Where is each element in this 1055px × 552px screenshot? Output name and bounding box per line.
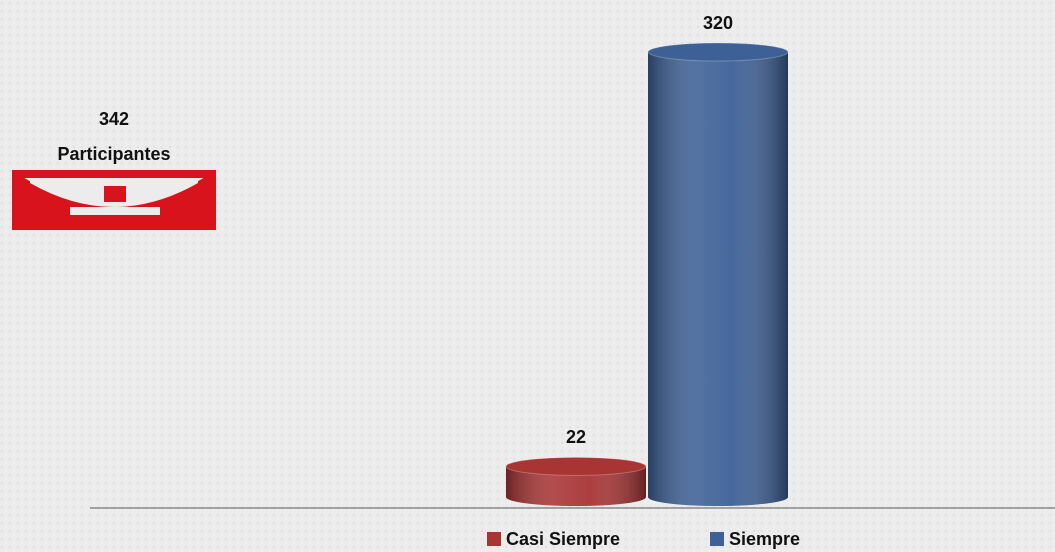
annotation-label: Participantes bbox=[57, 144, 170, 164]
bar-shade bbox=[648, 52, 788, 497]
annotation-value: 342 bbox=[99, 109, 129, 129]
logo bbox=[12, 170, 216, 230]
data-label: 320 bbox=[703, 13, 733, 33]
legend-label: Siempre bbox=[729, 529, 800, 549]
legend-swatch bbox=[710, 532, 724, 546]
bar-top bbox=[505, 456, 647, 476]
legend-swatch bbox=[487, 532, 501, 546]
legend-label: Casi Siempre bbox=[506, 529, 620, 549]
bar-top bbox=[647, 42, 789, 62]
data-label: 22 bbox=[566, 427, 586, 447]
